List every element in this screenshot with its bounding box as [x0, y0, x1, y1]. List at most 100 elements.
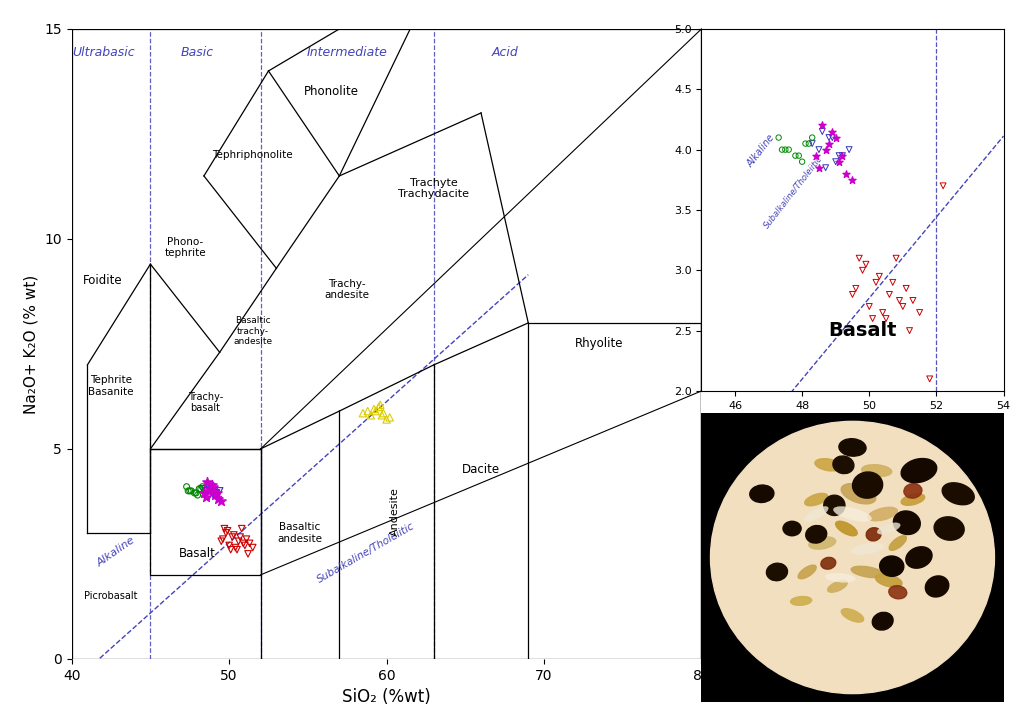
Point — [891, 295, 907, 306]
Ellipse shape — [866, 528, 881, 541]
Point — [774, 144, 791, 156]
Point — [770, 132, 786, 143]
Point — [830, 156, 847, 167]
Point — [827, 156, 844, 167]
Text: Rhyolite: Rhyolite — [574, 337, 624, 350]
Ellipse shape — [876, 574, 902, 587]
Ellipse shape — [809, 537, 836, 549]
Point — [237, 539, 253, 551]
Text: Alkaline: Alkaline — [745, 133, 777, 169]
X-axis label: SiO₂ (%wt): SiO₂ (%wt) — [819, 416, 886, 429]
Ellipse shape — [823, 495, 845, 515]
Point — [201, 492, 217, 503]
Text: Basaltic
trachy-
andesite: Basaltic trachy- andesite — [233, 316, 272, 346]
Text: Alkaline: Alkaline — [95, 535, 137, 568]
Point — [922, 373, 938, 384]
Point — [817, 162, 834, 174]
Point — [375, 408, 391, 419]
Point — [180, 485, 197, 497]
Point — [379, 413, 395, 425]
Ellipse shape — [805, 493, 827, 506]
Point — [854, 264, 870, 276]
Point — [183, 485, 200, 497]
Circle shape — [711, 421, 994, 694]
Point — [794, 156, 810, 167]
Ellipse shape — [833, 456, 854, 473]
Ellipse shape — [783, 521, 801, 536]
Point — [242, 537, 258, 550]
Text: Picrobasalt: Picrobasalt — [84, 591, 138, 601]
Point — [210, 494, 226, 505]
X-axis label: SiO₂ (%wt): SiO₂ (%wt) — [342, 688, 431, 706]
Text: Basic: Basic — [181, 46, 214, 59]
Point — [205, 481, 221, 492]
Ellipse shape — [901, 458, 937, 483]
Text: Dacite: Dacite — [462, 463, 500, 476]
Point — [895, 300, 911, 312]
Point — [848, 282, 864, 294]
Point — [811, 162, 827, 174]
Point — [181, 485, 198, 497]
Ellipse shape — [889, 536, 906, 550]
Point — [811, 144, 827, 156]
Ellipse shape — [825, 573, 855, 582]
Ellipse shape — [821, 557, 836, 569]
Point — [821, 138, 838, 149]
Point — [204, 479, 220, 490]
Point — [835, 150, 851, 161]
Point — [195, 481, 211, 492]
Point — [817, 144, 834, 156]
Text: Tephrite
Basanite: Tephrite Basanite — [88, 375, 134, 397]
Point — [186, 487, 203, 499]
Text: Trachy-
andesite: Trachy- andesite — [325, 279, 370, 300]
Ellipse shape — [798, 565, 816, 578]
Point — [878, 313, 894, 324]
Ellipse shape — [926, 576, 949, 597]
Point — [835, 150, 851, 161]
Bar — [151, 449, 261, 575]
Text: Andesite: Andesite — [389, 487, 399, 536]
Ellipse shape — [906, 547, 932, 568]
Point — [218, 527, 234, 539]
Point — [221, 539, 238, 551]
Ellipse shape — [804, 507, 828, 521]
Point — [814, 119, 830, 131]
Ellipse shape — [839, 439, 866, 456]
Point — [791, 150, 807, 161]
Point — [780, 144, 797, 156]
Point — [239, 534, 255, 545]
Ellipse shape — [880, 556, 904, 576]
Point — [198, 485, 214, 497]
Point — [202, 483, 218, 494]
Point — [359, 405, 376, 417]
Point — [861, 300, 878, 312]
Point — [222, 544, 239, 555]
Text: Basalt: Basalt — [179, 547, 216, 560]
Point — [844, 174, 860, 185]
Point — [366, 403, 382, 415]
Text: Ultrabasic: Ultrabasic — [72, 46, 134, 59]
Text: Phonolite: Phonolite — [304, 85, 359, 98]
Point — [204, 481, 220, 492]
Text: Basalt: Basalt — [828, 321, 897, 340]
Point — [787, 150, 804, 161]
Point — [935, 180, 951, 192]
Point — [901, 325, 918, 337]
Point — [228, 544, 245, 555]
Point — [215, 534, 231, 545]
Point — [874, 307, 891, 319]
Point — [798, 138, 814, 149]
Point — [867, 277, 884, 288]
Point — [885, 277, 901, 288]
Point — [205, 489, 221, 501]
Point — [864, 313, 881, 324]
Ellipse shape — [878, 523, 900, 534]
Point — [827, 132, 844, 143]
Text: Trachy-
basalt: Trachy- basalt — [187, 392, 223, 413]
Ellipse shape — [851, 566, 884, 578]
Point — [838, 168, 854, 180]
Point — [224, 531, 241, 543]
Point — [858, 258, 874, 270]
Ellipse shape — [872, 613, 893, 630]
Ellipse shape — [851, 543, 884, 555]
